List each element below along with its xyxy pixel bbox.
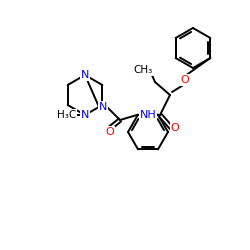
Text: CH₃: CH₃ — [134, 65, 152, 75]
Text: N: N — [81, 70, 89, 80]
Text: H₃C: H₃C — [58, 110, 76, 120]
Text: O: O — [180, 75, 190, 85]
Text: O: O — [170, 123, 179, 133]
Text: N: N — [81, 110, 89, 120]
Text: N: N — [99, 102, 107, 112]
Text: NH: NH — [140, 110, 156, 120]
Text: O: O — [106, 127, 114, 137]
